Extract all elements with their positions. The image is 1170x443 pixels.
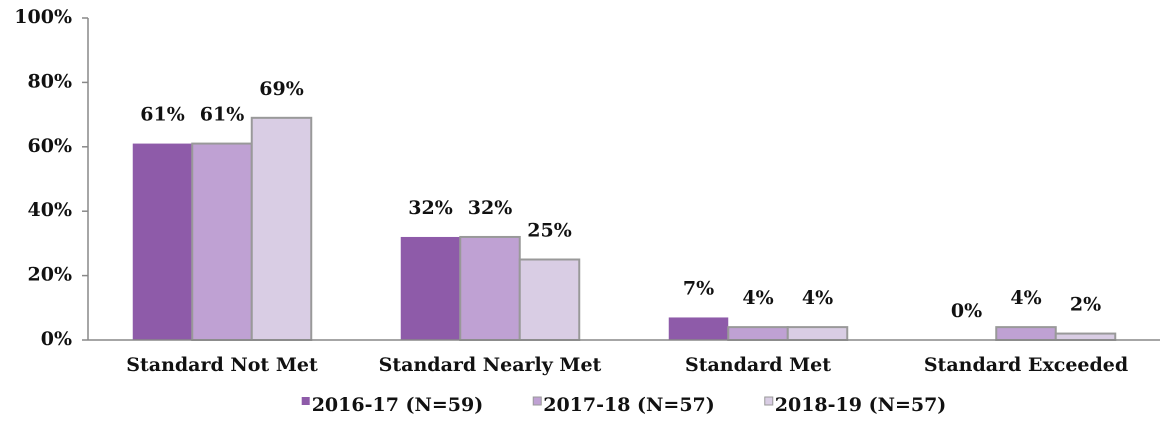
bar (518, 258, 581, 341)
legend-label: 2018-19 (N=57) (775, 394, 947, 416)
legend-marker (301, 397, 310, 405)
value-label: 7% (683, 277, 714, 299)
bar (786, 326, 849, 341)
bar (995, 326, 1057, 341)
y-tick-label: 20% (28, 264, 73, 286)
bar (132, 143, 193, 340)
bar (250, 116, 313, 341)
legend-label: 2017-18 (N=57) (543, 394, 715, 416)
x-tick-label: Standard Met (685, 354, 831, 376)
y-tick-label: 0% (41, 328, 72, 350)
legend-marker (764, 396, 774, 406)
x-tick-label: Standard Not Met (126, 354, 318, 376)
value-label: 4% (802, 287, 833, 309)
bar (727, 326, 789, 341)
value-label: 32% (408, 197, 453, 219)
y-tick-label: 60% (28, 135, 73, 157)
bar (1054, 332, 1117, 341)
value-label: 32% (468, 197, 513, 219)
legend-label: 2016-17 (N=59) (312, 394, 484, 416)
value-label: 4% (1010, 287, 1041, 309)
value-label: 4% (742, 287, 773, 309)
value-label: 2% (1070, 294, 1101, 316)
value-label: 25% (527, 220, 572, 242)
y-tick-label: 40% (28, 199, 73, 221)
value-label: 0% (951, 300, 982, 322)
x-tick-label: Standard Nearly Met (379, 354, 602, 376)
value-label: 69% (259, 78, 304, 100)
bar (191, 142, 253, 341)
y-tick-label: 100% (14, 6, 72, 28)
x-tick-label: Standard Exceeded (924, 354, 1128, 376)
legend-marker (532, 396, 542, 406)
bar (400, 236, 461, 340)
bar (459, 235, 521, 342)
bar (668, 317, 729, 340)
value-label: 61% (140, 104, 185, 126)
value-label: 61% (200, 104, 245, 126)
y-tick-label: 80% (28, 70, 73, 92)
